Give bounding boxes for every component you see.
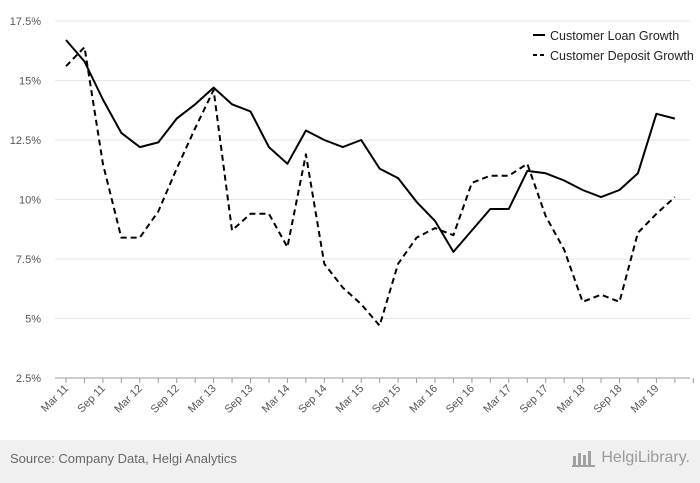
legend-label-deposit[interactable]: Customer Deposit Growth xyxy=(550,49,694,63)
legend: Customer Loan Growth Customer Deposit Gr… xyxy=(533,29,694,63)
line-chart: 2.5%5%7.5%10%12.5%15%17.5% Mar 11 Sep 11 M… xyxy=(10,16,694,416)
library-icon xyxy=(572,451,596,467)
x-tick-label: Sep 17 xyxy=(518,383,551,416)
x-tick-label: Mar 13 xyxy=(186,383,219,416)
x-tick-label: Sep 11 xyxy=(75,383,108,416)
x-tick-label: Mar 15 xyxy=(334,383,367,416)
y-tick-label: 2.5% xyxy=(16,373,41,385)
series-line-deposit-growth[interactable] xyxy=(65,46,676,327)
x-axis-ticks: Mar 11 Sep 11 Mar 12 Sep 12 Mar 13 Sep 13 Mar … xyxy=(39,378,694,416)
x-tick-label: Sep 13 xyxy=(222,383,255,416)
y-tick-label: 15% xyxy=(19,76,41,88)
x-tick-label: Mar 14 xyxy=(260,383,293,416)
x-tick-label: Mar 18 xyxy=(555,383,588,416)
x-tick-label: Sep 15 xyxy=(370,383,403,416)
y-tick-label: 10% xyxy=(19,195,41,207)
y-tick-label: 12.5% xyxy=(10,135,41,147)
x-tick-label: Mar 17 xyxy=(481,383,514,416)
y-tick-label: 7.5% xyxy=(16,254,41,266)
source-note: Source: Company Data, Helgi Analytics xyxy=(10,451,237,466)
series-lines xyxy=(65,39,676,327)
x-tick-label: Mar 11 xyxy=(39,383,71,415)
y-axis-tick-labels: 2.5% 5% 7.5% 10% 12.5% 15% 17.5% xyxy=(10,16,41,385)
x-tick-label: Mar 16 xyxy=(407,383,440,416)
x-tick-label: Sep 18 xyxy=(591,383,624,416)
x-tick-label: Mar 19 xyxy=(629,383,662,416)
footer: Source: Company Data, Helgi Analytics He… xyxy=(0,440,700,483)
brand-logo: HelgiLibrary. xyxy=(572,449,690,467)
legend-label-loan[interactable]: Customer Loan Growth xyxy=(550,29,679,43)
y-tick-label: 5% xyxy=(25,314,41,326)
x-tick-label: Sep 12 xyxy=(149,383,182,416)
x-tick-label: Mar 12 xyxy=(112,383,145,416)
brand-name: HelgiLibrary. xyxy=(601,449,690,466)
series-line-loan-growth[interactable] xyxy=(65,39,676,253)
x-tick-label: Sep 16 xyxy=(444,383,477,416)
grid-lines xyxy=(55,20,690,319)
x-tick-label: Sep 14 xyxy=(296,383,329,416)
y-tick-label: 17.5% xyxy=(10,16,41,28)
